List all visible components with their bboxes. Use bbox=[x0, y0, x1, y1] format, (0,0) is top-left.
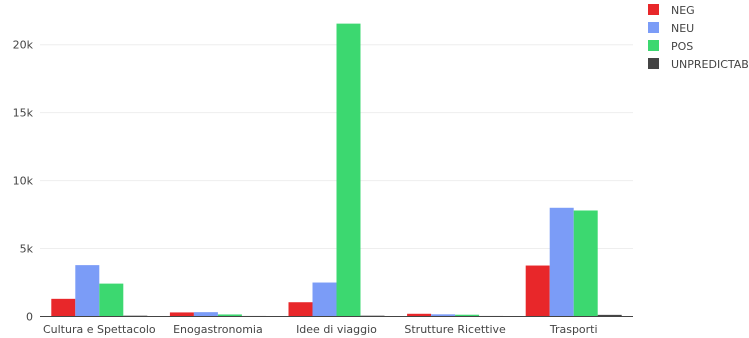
legend-label-pos: POS bbox=[671, 40, 693, 53]
bar-trasporti-unpredictab[interactable] bbox=[597, 314, 622, 317]
bars bbox=[51, 23, 622, 317]
bar-cultura-e-spettacolo-pos[interactable] bbox=[99, 283, 124, 317]
bar-trasporti-neg[interactable] bbox=[525, 265, 550, 317]
bar-idee-di-viaggio-neg[interactable] bbox=[288, 302, 313, 317]
legend[interactable]: NEG NEU POS UNPREDICTAB bbox=[648, 4, 749, 71]
legend-swatch-pos bbox=[648, 40, 659, 51]
y-axis-ticks: 0 5k 10k 15k 20k bbox=[13, 39, 34, 324]
x-tick-label-idee-di-viaggio: Idee di viaggio bbox=[296, 323, 377, 336]
bar-cultura-e-spettacolo-neg[interactable] bbox=[51, 298, 76, 317]
bar-enogastronomia-pos[interactable] bbox=[217, 314, 242, 317]
bar-trasporti-neu[interactable] bbox=[549, 207, 574, 317]
bar-strutture-ricettive-pos[interactable] bbox=[455, 314, 480, 317]
bar-trasporti-pos[interactable] bbox=[573, 210, 598, 317]
y-tick-label-15k: 15k bbox=[13, 107, 34, 120]
legend-item-pos[interactable]: POS bbox=[648, 40, 693, 53]
y-tick-label-0: 0 bbox=[26, 311, 33, 324]
legend-label-neg: NEG bbox=[671, 4, 695, 17]
x-axis-ticks: Cultura e Spettacolo Enogastronomia Idee d… bbox=[43, 323, 598, 336]
x-tick-label-cultura-e-spettacolo: Cultura e Spettacolo bbox=[43, 323, 156, 336]
y-tick-label-5k: 5k bbox=[20, 243, 34, 256]
x-tick-label-strutture-ricettive: Strutture Ricettive bbox=[404, 323, 506, 336]
y-tick-label-10k: 10k bbox=[13, 175, 34, 188]
bar-idee-di-viaggio-pos[interactable] bbox=[336, 23, 361, 317]
y-tick-label-20k: 20k bbox=[13, 39, 34, 52]
legend-label-unpredictab: UNPREDICTAB bbox=[671, 58, 749, 71]
bar-cultura-e-spettacolo-neu[interactable] bbox=[75, 265, 100, 317]
bar-strutture-ricettive-neu[interactable] bbox=[431, 314, 456, 317]
legend-item-neg[interactable]: NEG bbox=[648, 4, 695, 17]
bar-enogastronomia-neu[interactable] bbox=[193, 312, 218, 317]
legend-label-neu: NEU bbox=[671, 22, 694, 35]
legend-swatch-neg bbox=[648, 4, 659, 15]
bar-strutture-ricettive-neg[interactable] bbox=[407, 313, 432, 317]
bar-enogastronomia-neg[interactable] bbox=[169, 312, 194, 317]
legend-swatch-neu bbox=[648, 22, 659, 33]
x-tick-label-trasporti: Trasporti bbox=[549, 323, 598, 336]
legend-swatch-unpredictab bbox=[648, 58, 659, 69]
legend-item-neu[interactable]: NEU bbox=[648, 22, 694, 35]
bar-idee-di-viaggio-neu[interactable] bbox=[312, 282, 337, 317]
legend-item-unpredictab[interactable]: UNPREDICTAB bbox=[648, 58, 749, 71]
x-tick-label-enogastronomia: Enogastronomia bbox=[173, 323, 263, 336]
